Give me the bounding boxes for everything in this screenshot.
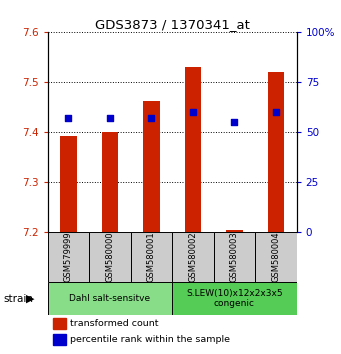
Text: Dahl salt-sensitve: Dahl salt-sensitve [70,294,150,303]
Bar [53,334,66,345]
Point [273,109,279,115]
Point [66,115,71,121]
Text: percentile rank within the sample: percentile rank within the sample [70,335,230,344]
Bar [143,101,160,232]
Text: GSM580001: GSM580001 [147,231,156,282]
Point [190,109,196,115]
Point [149,115,154,121]
Bar [268,72,284,232]
Point [107,115,113,121]
Bar [53,318,66,329]
Title: GDS3873 / 1370341_at: GDS3873 / 1370341_at [95,18,250,31]
Text: S.LEW(10)x12x2x3x5
congenic: S.LEW(10)x12x2x3x5 congenic [186,289,283,308]
Text: strain: strain [3,293,33,304]
Bar [89,232,131,282]
Text: GSM580004: GSM580004 [271,231,280,282]
Bar [185,67,201,232]
Text: GSM580000: GSM580000 [105,231,115,282]
Text: GSM580002: GSM580002 [189,231,197,282]
Text: GSM580003: GSM580003 [230,231,239,282]
Bar [60,136,77,232]
Bar [48,232,89,282]
Bar [48,282,172,315]
Bar [102,132,118,232]
Bar [131,232,172,282]
Bar [214,232,255,282]
Text: transformed count: transformed count [70,319,159,328]
Bar [255,232,297,282]
Text: GSM579999: GSM579999 [64,231,73,282]
Bar [172,232,214,282]
Bar [172,282,297,315]
Text: ▶: ▶ [26,293,34,304]
Point [232,119,237,125]
Bar [226,230,243,232]
